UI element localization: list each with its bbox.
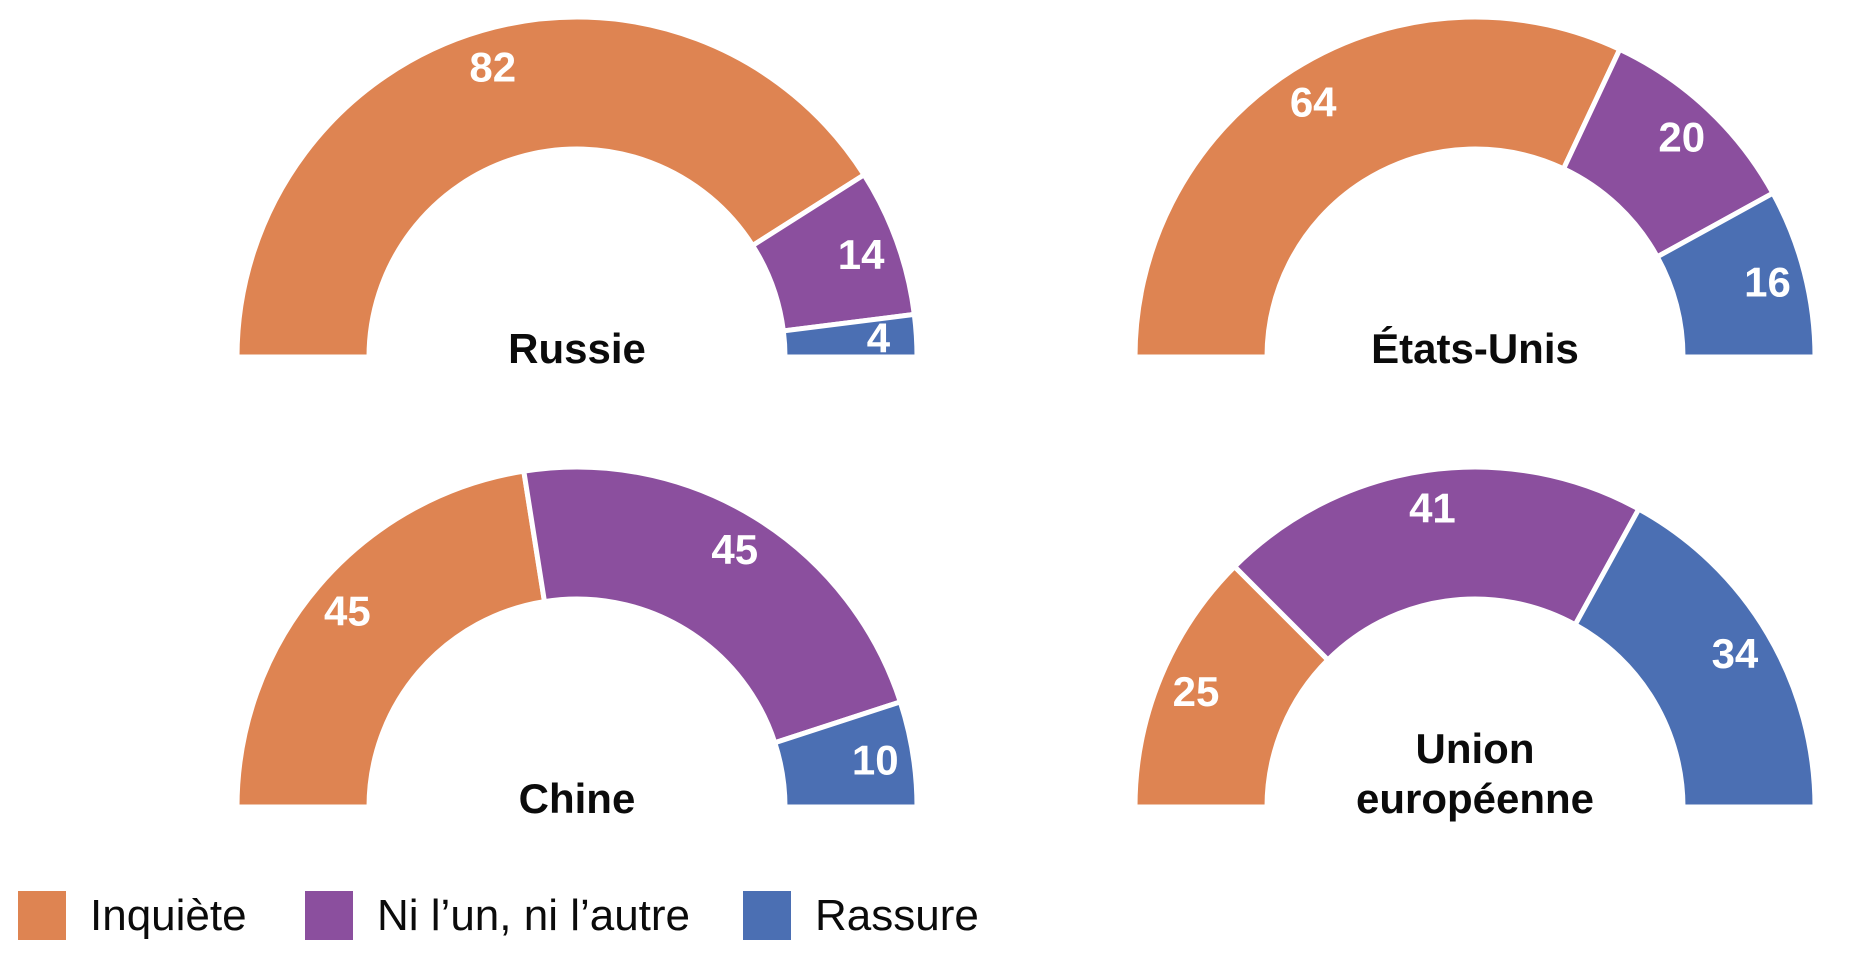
segment-rassure [771,698,920,810]
legend-swatch-ni-l-un-ni-l-autre [305,891,353,940]
segment-rassure [1653,189,1818,360]
segment-value-label: 34 [1712,630,1759,677]
segment-ni-l-un-ni-l-autre [520,464,904,746]
segment-inquiete [1132,14,1624,360]
segment-value-label: 45 [711,526,758,573]
legend-swatch-inquiete [18,891,66,940]
legend-label: Ni l’un, ni l’autre [377,891,691,940]
legend-label: Inquiète [90,891,247,940]
legend-item-ni-l-un-ni-l-autre: Ni l’un, ni l’autre [305,891,690,940]
donut-chart-etats-unis: 64 20 16 États-Unis [1120,0,1830,380]
segment-rassure [780,311,920,360]
segment-value-label: 82 [469,43,516,90]
segment-inquiete [234,468,548,810]
country-label: Russie [508,325,646,372]
segment-value-label: 64 [1290,79,1337,126]
donut-chart-chine: 45 45 10 Chine [222,450,932,830]
donut-chart-russie: 82 14 4 Russie [222,0,932,380]
segment-value-label: 45 [324,587,371,634]
segment-value-label: 16 [1744,258,1791,305]
legend-item-rassure: Rassure [743,891,979,940]
segment-value-label: 10 [852,736,899,783]
segment-value-label: 4 [867,315,891,362]
donut-arc-svg: 64 20 16 [1132,14,1818,360]
donut-chart-union-europeenne: 25 41 34 Union européenne [1120,450,1830,830]
donut-arc-svg: 25 41 34 [1132,464,1818,810]
segment-inquiete [234,14,868,360]
segment-value-label: 14 [838,231,885,278]
legend: Inquiète Ni l’un, ni l’autre Rassure [0,891,1874,951]
legend-swatch-rassure [743,891,791,940]
legend-item-inquiete: Inquiète [18,891,247,940]
segment-value-label: 41 [1409,485,1456,532]
country-label: Chine [518,775,636,822]
segment-ni-l-un-ni-l-autre [1231,464,1643,664]
segment-value-label: 25 [1173,668,1220,715]
donut-arc-svg: 82 14 4 [234,14,920,362]
country-label: Union européenne [1355,725,1595,822]
legend-label: Rassure [815,891,979,940]
country-label: États-Unis [1371,325,1579,372]
segment-rassure [1571,505,1818,810]
donut-arc-svg: 45 45 10 [234,464,920,810]
segment-value-label: 20 [1658,113,1705,160]
